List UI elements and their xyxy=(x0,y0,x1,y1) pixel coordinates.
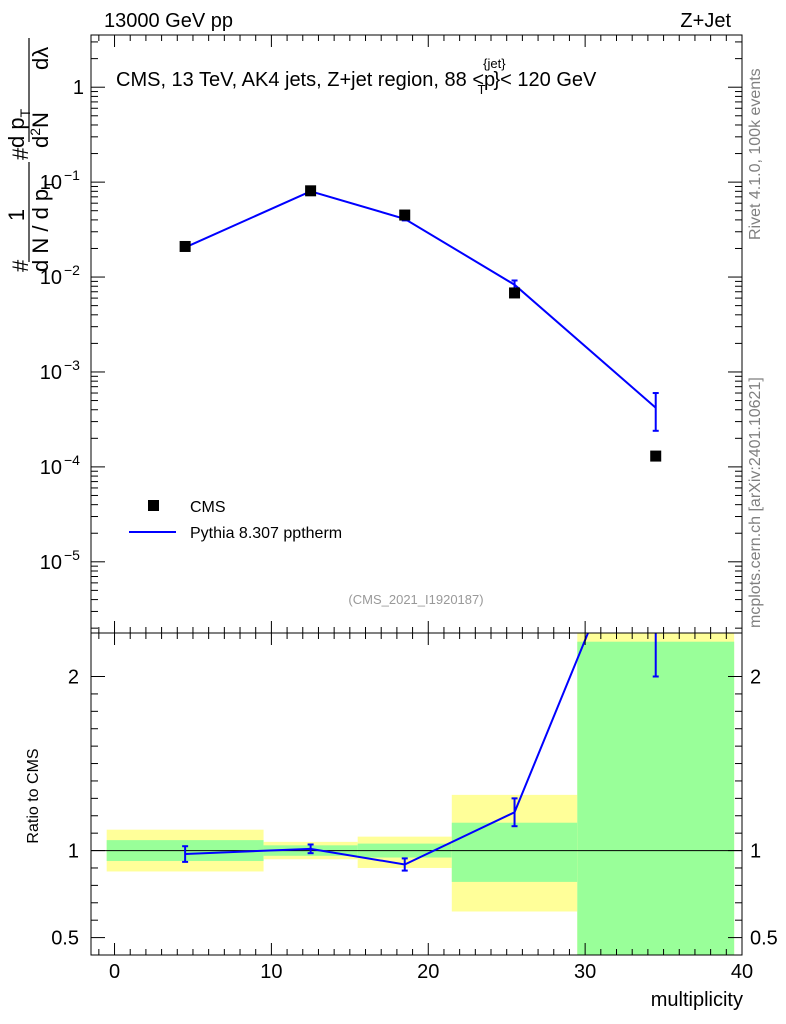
svg-text:dλ: dλ xyxy=(28,47,53,70)
legend-mc-label: Pythia 8.307 pptherm xyxy=(190,525,342,542)
main-plot: 1 10−1 10−2 10−3 10−4 10−5 CMS, 13 TeV, AK4 j… xyxy=(40,34,743,634)
ratio-green-band xyxy=(577,641,735,955)
x-tick-label: 0 xyxy=(109,961,120,983)
y-tick-label: 10 −3 xyxy=(40,357,80,384)
x-tick-label: 10 xyxy=(260,961,282,983)
ratio-tick-label-right: 1 xyxy=(750,841,761,863)
legend-cms-marker xyxy=(148,500,159,511)
y-tick-label: 10 −4 xyxy=(40,452,80,479)
cms-data-point xyxy=(305,185,317,197)
svg-text:#: # xyxy=(8,147,33,160)
svg-text:d pT: d pT xyxy=(4,108,33,148)
ratio-plot: 2 2 1 1 0.5 0.5 0 10 20 30 40 multiplicity xyxy=(51,35,778,1011)
x-axis-label: multiplicity xyxy=(651,989,743,1011)
main-plot-frame xyxy=(90,34,743,634)
y-tick-label: 10 −1 xyxy=(40,167,80,194)
header-left: 13000 GeV pp xyxy=(104,10,233,32)
y-tick-label: 10 −2 xyxy=(40,262,80,289)
header-right: Z+Jet xyxy=(680,10,731,32)
legend-cms-label: CMS xyxy=(190,499,226,516)
ratio-green-band xyxy=(451,822,578,882)
ratio-tick-label-right: 0.5 xyxy=(750,928,778,950)
svg-text:#: # xyxy=(8,259,33,272)
ratio-tick-label: 2 xyxy=(68,667,79,689)
mcplots-label: mcplots.cern.ch [arXiv:2401.10621] xyxy=(747,377,764,628)
chart-title: CMS, 13 TeV, AK4 jets, Z+jet region, 88 … xyxy=(116,56,597,97)
ratio-plot-frame xyxy=(90,632,743,956)
ratio-tick-label: 1 xyxy=(68,841,79,863)
main-y-axis-label: # 1 d N / d pT # d pT d2N dλ xyxy=(4,38,57,272)
cms-data-point xyxy=(399,209,411,221)
mc-series-line xyxy=(184,190,657,409)
cms-data-point xyxy=(650,450,662,462)
rivet-label: Rivet 4.1.0, 100k events xyxy=(747,68,764,240)
ratio-tick-label: 0.5 xyxy=(51,928,79,950)
y-tick-label: 1 xyxy=(73,77,84,99)
x-tick-label: 40 xyxy=(731,961,753,983)
y-tick-label: 10 −5 xyxy=(40,547,80,574)
legend: CMS Pythia 8.307 pptherm xyxy=(129,499,342,542)
svg-text:d N / d pT: d N / d pT xyxy=(28,180,57,272)
ratio-y-axis-label: Ratio to CMS xyxy=(25,748,42,843)
x-tick-label: 30 xyxy=(574,961,596,983)
svg-text:1: 1 xyxy=(4,209,29,221)
ratio-tick-label-right: 2 xyxy=(750,667,761,689)
cms-data-point xyxy=(179,240,191,252)
analysis-id: (CMS_2021_I1920187) xyxy=(348,592,483,607)
x-tick-label: 20 xyxy=(417,961,439,983)
svg-text:d2N: d2N xyxy=(27,112,53,148)
cms-data-point xyxy=(509,287,521,299)
